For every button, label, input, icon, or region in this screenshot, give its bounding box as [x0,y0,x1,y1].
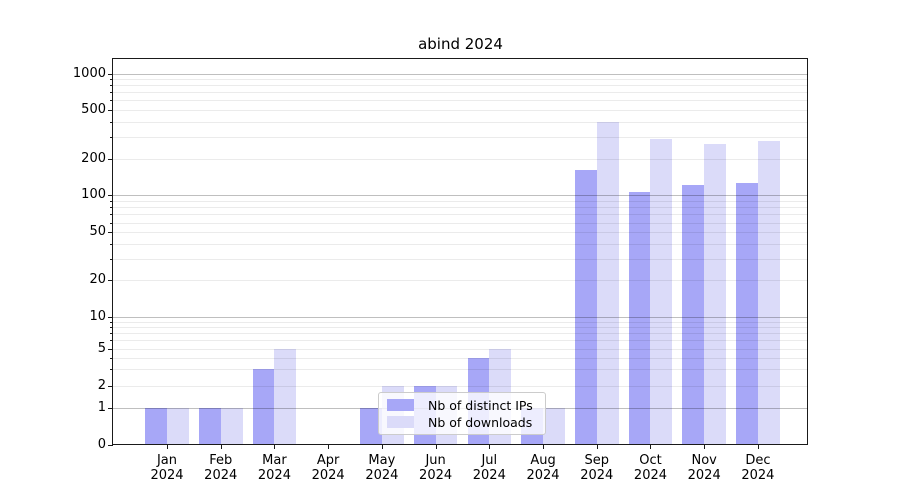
y-minor-tick-mark [110,321,113,323]
legend-label-distinct-ips: Nb of distinct IPs [428,397,533,413]
y-minor-tick-mark [110,214,113,216]
y-tick-mark [108,444,113,446]
y-tick-label: 5 [97,340,106,356]
x-tick-mark [596,445,598,449]
y-tick-mark [108,316,113,318]
x-tick-label: Feb 2024 [204,453,238,483]
y-tick-label: 20 [89,272,106,287]
bar-distinct-ips [628,192,651,445]
y-tick-mark [108,348,113,350]
y-tick-label: 1000 [72,65,106,81]
x-tick-mark [489,445,491,449]
y-minor-tick-mark [110,92,113,94]
y-minor-tick-mark [110,200,113,202]
y-minor-tick-mark [110,326,113,328]
bar-distinct-ips [198,407,221,445]
x-tick-label: Mar 2024 [257,453,291,483]
legend-swatch-downloads-icon [387,416,414,428]
y-tick-mark [108,73,113,75]
x-tick-mark [381,445,383,449]
x-tick-label: Dec 2024 [741,453,775,483]
x-tick-label: Apr 2024 [311,453,345,483]
x-tick-mark [704,445,706,449]
y-minor-tick-mark [110,369,113,371]
x-tick-label: Oct 2024 [633,453,668,483]
y-tick-mark [108,385,113,387]
y-tick-mark [108,195,113,196]
x-tick-label: Jul 2024 [472,453,506,483]
x-tick-mark [650,445,652,449]
y-minor-tick-mark [110,121,113,123]
y-tick-mark [108,158,113,160]
x-tick-label: Aug 2024 [526,453,560,483]
y-tick-mark [108,280,113,281]
legend-swatch-distinct-ips-icon [387,399,414,411]
y-minor-tick-mark [110,243,113,245]
x-tick-label: May 2024 [365,453,399,483]
x-tick-mark [543,445,545,449]
x-tick-mark [220,445,222,449]
bar-distinct-ips [360,407,382,445]
bar-distinct-ips [736,183,758,445]
y-minor-tick-mark [110,100,113,102]
y-minor-tick-mark [110,137,113,139]
bar-distinct-ips [574,170,597,445]
y-tick-mark [108,232,113,234]
legend-label-downloads: Nb of downloads [428,414,533,430]
y-tick-label: 2 [97,377,106,393]
bar-downloads [650,138,673,445]
x-tick-label: Nov 2024 [687,453,721,483]
bar-downloads [220,407,243,445]
x-tick-mark [757,445,759,449]
bar-downloads [704,143,726,445]
chart-title: abind 2024 [418,35,503,53]
bar-downloads [596,121,619,445]
x-tick-mark [167,445,168,449]
bar-distinct-ips [252,369,275,445]
legend-item-downloads: Nb of downloads [387,414,545,430]
y-tick-label: 0 [97,436,106,452]
y-minor-tick-mark [110,357,113,359]
y-minor-tick-mark [110,222,113,224]
y-tick-label: 10 [89,308,106,324]
y-tick-mark [108,407,113,409]
y-minor-tick-mark [110,207,113,209]
bar-downloads [274,348,297,445]
bar-distinct-ips [145,407,167,445]
y-tick-mark [108,110,113,111]
y-minor-tick-mark [110,258,113,260]
bar-downloads [543,407,565,445]
y-minor-tick-mark [110,85,113,87]
y-minor-tick-mark [110,340,113,342]
y-minor-tick-mark [110,79,113,81]
bar-distinct-ips [682,185,705,445]
legend-item-distinct-ips: Nb of distinct IPs [387,397,545,413]
bar-downloads [757,140,780,445]
x-tick-label: Jan 2024 [150,453,184,483]
legend: Nb of distinct IPs Nb of downloads [378,392,546,435]
x-tick-mark [435,445,437,449]
x-tick-label: Sep 2024 [580,453,614,483]
y-tick-label: 1 [97,399,106,415]
y-tick-label: 100 [81,187,106,202]
x-tick-mark [274,445,276,449]
y-tick-label: 50 [89,224,106,240]
y-tick-label: 200 [81,150,106,166]
y-minor-tick-mark [110,333,113,335]
y-tick-label: 500 [81,102,106,117]
x-tick-label: Jun 2024 [419,453,453,483]
bar-downloads [167,407,189,445]
x-tick-mark [328,445,330,449]
